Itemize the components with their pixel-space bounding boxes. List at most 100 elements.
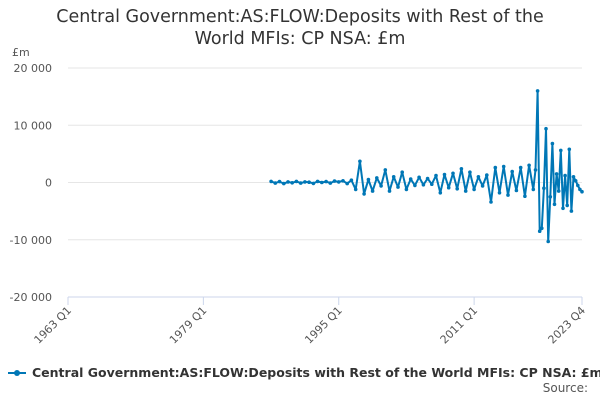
data-point[interactable] — [362, 192, 366, 196]
data-point[interactable] — [468, 170, 472, 174]
data-point[interactable] — [391, 175, 396, 179]
data-point[interactable] — [514, 188, 519, 193]
y-tick-label: 0 — [45, 177, 52, 190]
data-point[interactable] — [349, 178, 354, 182]
data-point[interactable] — [510, 169, 514, 174]
data-point[interactable] — [559, 148, 563, 153]
data-point[interactable] — [571, 175, 576, 179]
data-point[interactable] — [446, 185, 451, 190]
x-axis: 1963 Q1 1979 Q1 1995 Q1 2011 Q1 2023 Q4 — [32, 296, 588, 347]
data-point[interactable] — [341, 179, 345, 183]
data-point[interactable] — [561, 206, 565, 211]
data-point[interactable] — [277, 179, 282, 184]
data-point[interactable] — [273, 181, 278, 185]
y-tick-label: -10 000 — [10, 234, 52, 247]
data-point[interactable] — [548, 195, 553, 199]
data-point[interactable] — [476, 175, 481, 179]
x-tick-label: 1995 Q1 — [302, 304, 345, 347]
data-point[interactable] — [366, 177, 371, 182]
data-point[interactable] — [379, 184, 383, 188]
data-point[interactable] — [576, 183, 580, 188]
data-point[interactable] — [303, 180, 307, 184]
data-point[interactable] — [455, 187, 460, 191]
chart-title-line-2: World MFIs: CP NSA: £m — [194, 29, 406, 49]
data-point[interactable] — [332, 179, 337, 183]
data-point[interactable] — [336, 180, 341, 184]
data-point[interactable] — [497, 191, 502, 195]
data-point[interactable] — [489, 200, 493, 204]
source-label: Source: — [542, 381, 588, 395]
data-point[interactable] — [383, 168, 388, 172]
data-point[interactable] — [563, 173, 567, 178]
data-point[interactable] — [554, 172, 559, 176]
data-point[interactable] — [540, 226, 544, 231]
data-point[interactable] — [550, 141, 555, 146]
data-point[interactable] — [523, 194, 527, 198]
data-point[interactable] — [493, 165, 498, 170]
data-point[interactable] — [567, 147, 572, 152]
data-point[interactable] — [286, 180, 290, 184]
data-point[interactable] — [442, 172, 447, 177]
data-point[interactable] — [535, 89, 540, 93]
data-point[interactable] — [544, 126, 548, 131]
data-point[interactable] — [459, 167, 464, 171]
data-point[interactable] — [451, 171, 455, 176]
data-point[interactable] — [358, 159, 362, 164]
data-point[interactable] — [315, 179, 320, 184]
data-point[interactable] — [518, 165, 523, 170]
data-point[interactable] — [328, 181, 333, 185]
y-tick-label: -20 000 — [10, 291, 52, 304]
data-point[interactable] — [375, 176, 379, 180]
data-point[interactable] — [307, 180, 311, 184]
data-point[interactable] — [282, 181, 286, 186]
data-point[interactable] — [578, 187, 582, 192]
data-point[interactable] — [400, 170, 405, 174]
y-tick-label: 20 000 — [14, 62, 53, 75]
data-point[interactable] — [298, 181, 303, 185]
data-point[interactable] — [542, 186, 546, 190]
data-point[interactable] — [463, 189, 468, 193]
data-point[interactable] — [569, 209, 574, 213]
data-point[interactable] — [537, 229, 542, 233]
data-point[interactable] — [434, 173, 438, 178]
data-point[interactable] — [533, 168, 538, 172]
data-point[interactable] — [527, 163, 531, 168]
data-point[interactable] — [311, 181, 316, 186]
data-point[interactable] — [396, 185, 400, 189]
data-point[interactable] — [552, 202, 557, 207]
data-point[interactable] — [421, 183, 426, 187]
data-point[interactable] — [408, 177, 413, 181]
legend[interactable]: Central Government:AS:FLOW:Deposits with… — [8, 365, 600, 380]
data-point[interactable] — [413, 183, 417, 188]
chart-title-line-1: Central Government:AS:FLOW:Deposits with… — [56, 7, 544, 27]
data-point[interactable] — [425, 176, 430, 181]
data-point[interactable] — [546, 239, 550, 244]
data-point[interactable] — [438, 191, 443, 195]
data-point[interactable] — [324, 179, 328, 184]
data-point[interactable] — [506, 193, 510, 197]
y-tick-label: 10 000 — [14, 119, 53, 132]
data-point[interactable] — [430, 182, 434, 186]
data-point[interactable] — [501, 164, 506, 169]
data-point[interactable] — [294, 179, 299, 184]
data-point[interactable] — [485, 173, 489, 177]
data-point[interactable] — [472, 187, 476, 192]
data-point[interactable] — [531, 187, 536, 192]
data-point[interactable] — [573, 179, 578, 183]
chart-title: Central Government:AS:FLOW:Deposits with… — [0, 6, 600, 50]
data-point[interactable] — [417, 175, 421, 180]
plot-area — [269, 89, 584, 244]
data-point[interactable] — [269, 179, 273, 184]
data-point[interactable] — [565, 203, 569, 208]
data-point[interactable] — [480, 184, 485, 188]
data-point[interactable] — [345, 181, 350, 186]
x-tick-label: 1979 Q1 — [167, 304, 210, 347]
data-point[interactable] — [387, 189, 392, 193]
data-point[interactable] — [580, 189, 584, 194]
data-point[interactable] — [404, 187, 409, 192]
data-point[interactable] — [556, 189, 561, 193]
data-point[interactable] — [320, 180, 324, 185]
data-point[interactable] — [370, 189, 375, 193]
data-point[interactable] — [290, 181, 295, 185]
data-point[interactable] — [353, 187, 358, 192]
